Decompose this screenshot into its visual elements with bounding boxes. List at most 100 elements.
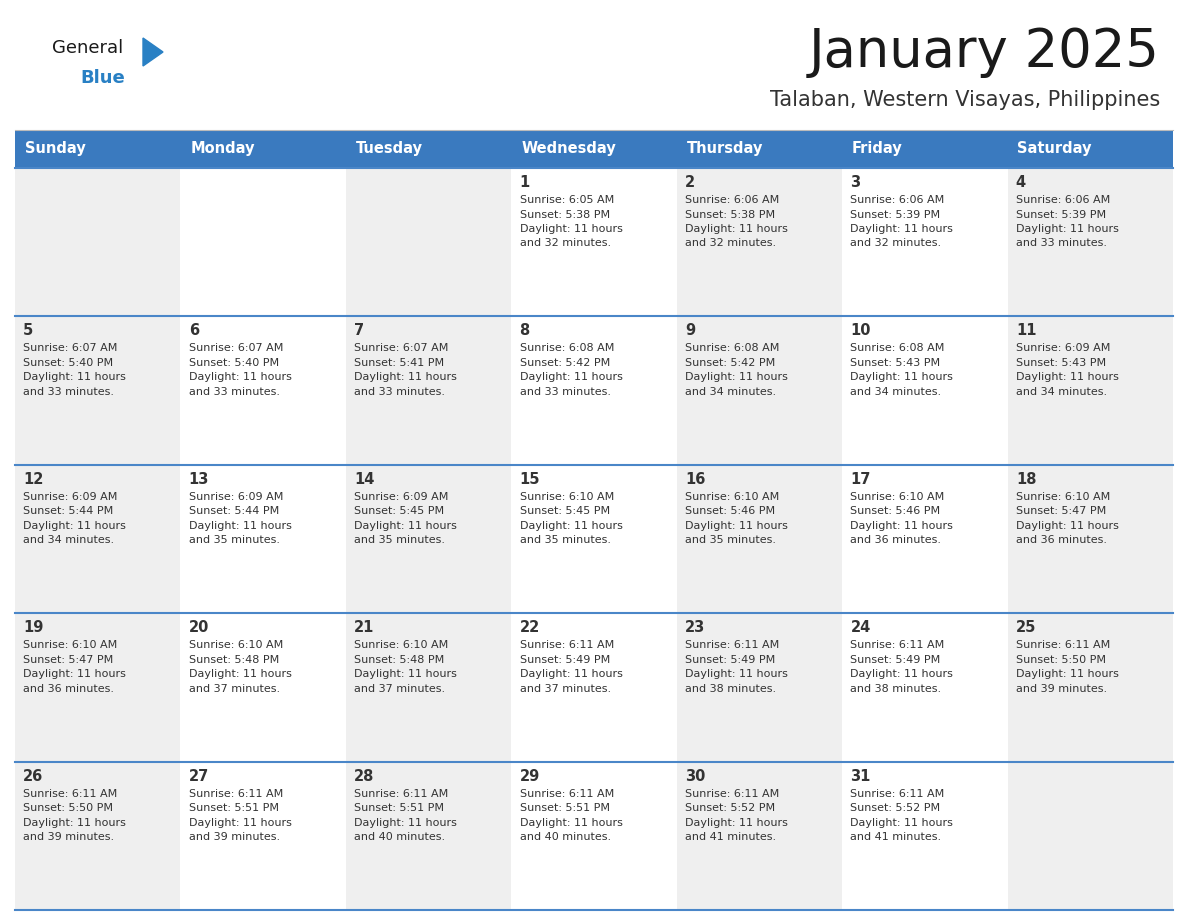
Text: Sunset: 5:49 PM: Sunset: 5:49 PM	[851, 655, 941, 665]
Text: and 41 minutes.: and 41 minutes.	[685, 832, 776, 842]
Text: Sunset: 5:49 PM: Sunset: 5:49 PM	[685, 655, 776, 665]
Text: 25: 25	[1016, 621, 1036, 635]
Text: 20: 20	[189, 621, 209, 635]
Text: Sunset: 5:44 PM: Sunset: 5:44 PM	[24, 507, 114, 516]
Text: Daylight: 11 hours: Daylight: 11 hours	[519, 521, 623, 531]
Text: Sunset: 5:52 PM: Sunset: 5:52 PM	[851, 803, 941, 813]
Text: Daylight: 11 hours: Daylight: 11 hours	[519, 224, 623, 234]
Bar	[511, 317, 677, 465]
Text: Sunrise: 6:07 AM: Sunrise: 6:07 AM	[24, 343, 118, 353]
Text: and 35 minutes.: and 35 minutes.	[354, 535, 446, 545]
Text: 30: 30	[685, 768, 706, 784]
Text: Sunset: 5:39 PM: Sunset: 5:39 PM	[851, 209, 941, 219]
Text: Daylight: 11 hours: Daylight: 11 hours	[189, 373, 291, 383]
Bar	[1007, 317, 1173, 465]
Text: and 39 minutes.: and 39 minutes.	[1016, 684, 1107, 694]
Text: Sunrise: 6:10 AM: Sunrise: 6:10 AM	[354, 640, 448, 650]
Bar	[511, 130, 677, 168]
Text: and 37 minutes.: and 37 minutes.	[354, 684, 446, 694]
Text: Daylight: 11 hours: Daylight: 11 hours	[519, 669, 623, 679]
Text: January 2025: January 2025	[809, 26, 1159, 78]
Text: Daylight: 11 hours: Daylight: 11 hours	[189, 521, 291, 531]
Text: Sunrise: 6:08 AM: Sunrise: 6:08 AM	[519, 343, 614, 353]
Text: 6: 6	[189, 323, 198, 339]
Text: 19: 19	[24, 621, 44, 635]
Text: Monday: Monday	[190, 141, 255, 156]
Text: Daylight: 11 hours: Daylight: 11 hours	[189, 669, 291, 679]
Bar	[346, 168, 511, 317]
Text: Sunset: 5:50 PM: Sunset: 5:50 PM	[24, 803, 113, 813]
Bar	[15, 317, 181, 465]
Bar	[1007, 465, 1173, 613]
Text: and 32 minutes.: and 32 minutes.	[519, 239, 611, 249]
Text: 3: 3	[851, 175, 860, 190]
Text: 16: 16	[685, 472, 706, 487]
Text: Sunrise: 6:08 AM: Sunrise: 6:08 AM	[851, 343, 944, 353]
Bar	[15, 130, 181, 168]
Text: Tuesday: Tuesday	[355, 141, 423, 156]
Text: and 33 minutes.: and 33 minutes.	[519, 386, 611, 397]
Text: 27: 27	[189, 768, 209, 784]
Text: Daylight: 11 hours: Daylight: 11 hours	[24, 669, 126, 679]
Text: Daylight: 11 hours: Daylight: 11 hours	[354, 373, 457, 383]
Text: and 40 minutes.: and 40 minutes.	[519, 832, 611, 842]
Text: Sunrise: 6:10 AM: Sunrise: 6:10 AM	[685, 492, 779, 502]
Text: Sunrise: 6:10 AM: Sunrise: 6:10 AM	[189, 640, 283, 650]
Text: 12: 12	[24, 472, 44, 487]
Text: Daylight: 11 hours: Daylight: 11 hours	[851, 521, 953, 531]
Text: Daylight: 11 hours: Daylight: 11 hours	[851, 818, 953, 828]
Text: Sunset: 5:49 PM: Sunset: 5:49 PM	[519, 655, 609, 665]
Text: Sunrise: 6:06 AM: Sunrise: 6:06 AM	[851, 195, 944, 205]
Text: Sunrise: 6:11 AM: Sunrise: 6:11 AM	[519, 640, 614, 650]
Text: Daylight: 11 hours: Daylight: 11 hours	[685, 373, 788, 383]
Text: Daylight: 11 hours: Daylight: 11 hours	[851, 373, 953, 383]
Text: Sunrise: 6:11 AM: Sunrise: 6:11 AM	[685, 640, 779, 650]
Text: Sunday: Sunday	[25, 141, 86, 156]
Text: Sunset: 5:48 PM: Sunset: 5:48 PM	[189, 655, 279, 665]
Bar	[842, 762, 1007, 910]
Text: Sunset: 5:44 PM: Sunset: 5:44 PM	[189, 507, 279, 516]
Text: 5: 5	[24, 323, 33, 339]
Text: Daylight: 11 hours: Daylight: 11 hours	[851, 669, 953, 679]
Text: Sunrise: 6:07 AM: Sunrise: 6:07 AM	[354, 343, 449, 353]
Bar	[346, 762, 511, 910]
Text: Daylight: 11 hours: Daylight: 11 hours	[1016, 224, 1119, 234]
Text: Sunrise: 6:10 AM: Sunrise: 6:10 AM	[1016, 492, 1110, 502]
Text: Thursday: Thursday	[687, 141, 763, 156]
Text: and 32 minutes.: and 32 minutes.	[685, 239, 776, 249]
Text: and 38 minutes.: and 38 minutes.	[685, 684, 776, 694]
Bar	[346, 130, 511, 168]
Bar	[511, 168, 677, 317]
Bar	[677, 465, 842, 613]
Text: and 41 minutes.: and 41 minutes.	[851, 832, 942, 842]
Text: Sunset: 5:39 PM: Sunset: 5:39 PM	[1016, 209, 1106, 219]
Text: and 34 minutes.: and 34 minutes.	[685, 386, 776, 397]
Bar	[346, 317, 511, 465]
Bar	[15, 613, 181, 762]
Text: and 37 minutes.: and 37 minutes.	[519, 684, 611, 694]
Text: Saturday: Saturday	[1017, 141, 1092, 156]
Bar	[842, 130, 1007, 168]
Text: Sunset: 5:51 PM: Sunset: 5:51 PM	[189, 803, 279, 813]
Bar	[511, 465, 677, 613]
Text: Sunset: 5:43 PM: Sunset: 5:43 PM	[1016, 358, 1106, 368]
Bar	[677, 317, 842, 465]
Bar	[15, 762, 181, 910]
Bar	[181, 168, 346, 317]
Text: Blue: Blue	[80, 69, 125, 87]
Text: Sunrise: 6:11 AM: Sunrise: 6:11 AM	[685, 789, 779, 799]
Text: 31: 31	[851, 768, 871, 784]
Text: Sunset: 5:48 PM: Sunset: 5:48 PM	[354, 655, 444, 665]
Text: Sunset: 5:41 PM: Sunset: 5:41 PM	[354, 358, 444, 368]
Text: Sunset: 5:40 PM: Sunset: 5:40 PM	[189, 358, 279, 368]
Bar	[15, 465, 181, 613]
Text: 28: 28	[354, 768, 374, 784]
Text: and 39 minutes.: and 39 minutes.	[24, 832, 114, 842]
Text: 15: 15	[519, 472, 541, 487]
Text: Daylight: 11 hours: Daylight: 11 hours	[24, 521, 126, 531]
Text: and 33 minutes.: and 33 minutes.	[189, 386, 279, 397]
Text: Sunrise: 6:09 AM: Sunrise: 6:09 AM	[189, 492, 283, 502]
Text: Sunrise: 6:10 AM: Sunrise: 6:10 AM	[24, 640, 118, 650]
Text: and 36 minutes.: and 36 minutes.	[1016, 535, 1107, 545]
Bar	[1007, 130, 1173, 168]
